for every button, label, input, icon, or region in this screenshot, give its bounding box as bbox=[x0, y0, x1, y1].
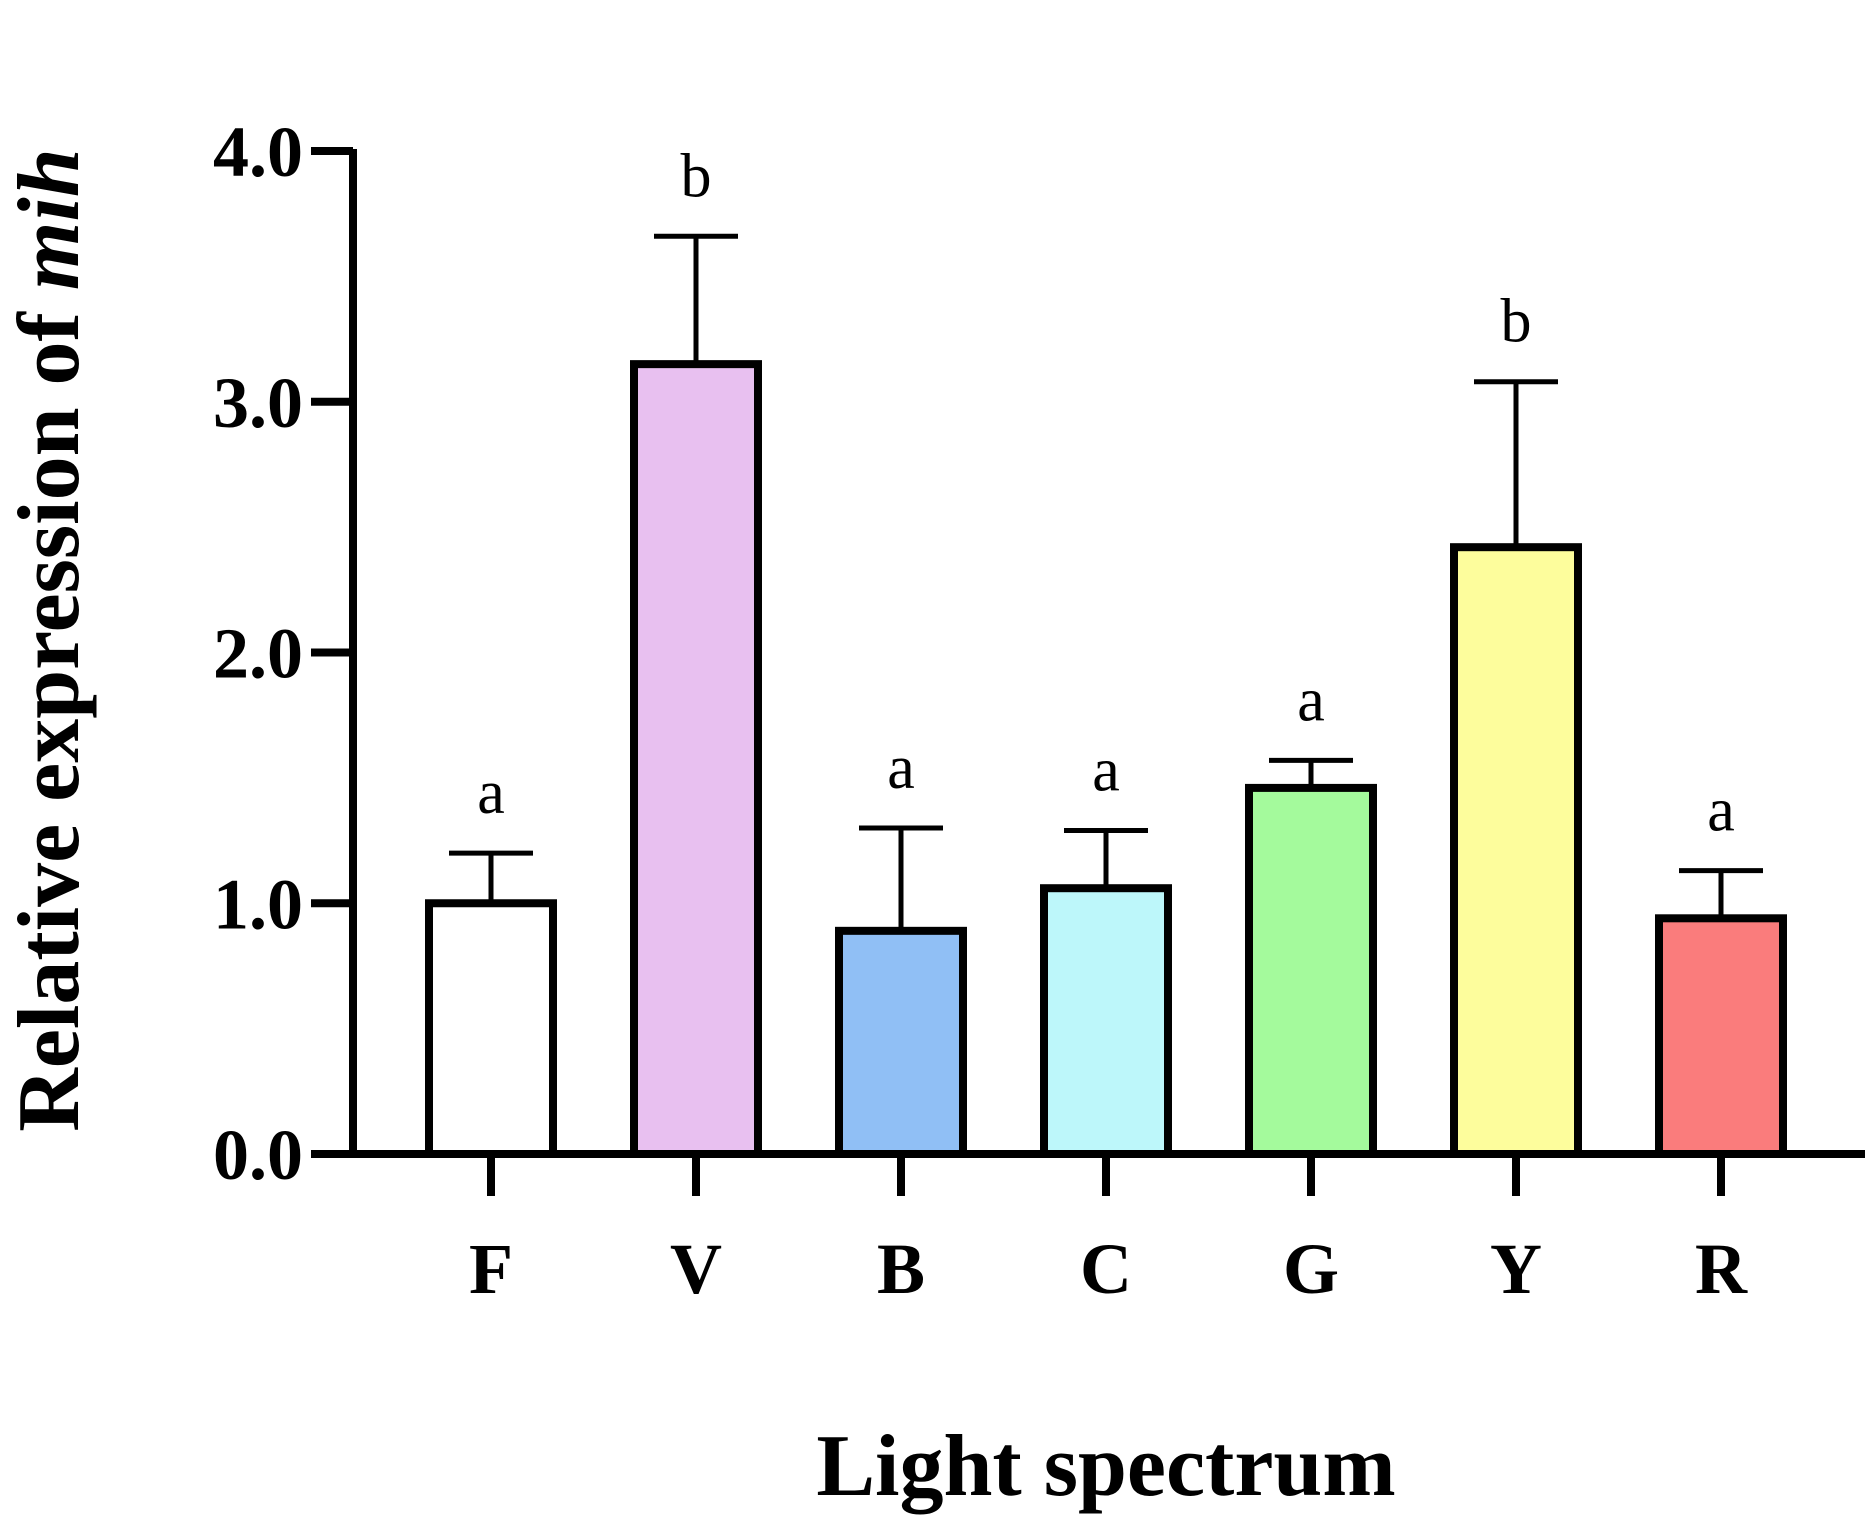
x-axis bbox=[349, 1150, 1865, 1196]
bar-f bbox=[425, 899, 557, 1158]
bar-c bbox=[1040, 884, 1172, 1159]
y-tick-label: 3.0 bbox=[213, 363, 303, 443]
y-axis-title: Relative expression of mih bbox=[1, 148, 98, 1131]
y-tick-label: 2.0 bbox=[213, 614, 303, 694]
bar-r bbox=[1655, 914, 1787, 1158]
x-tick-label: V bbox=[670, 1229, 722, 1309]
significance-letters: a b a a a b a bbox=[477, 142, 1735, 844]
y-axis: 0.0 1.0 2.0 3.0 4.0 bbox=[213, 112, 357, 1195]
x-tick-label: G bbox=[1283, 1229, 1339, 1309]
x-tick-label: C bbox=[1080, 1229, 1132, 1309]
y-tick-label: 0.0 bbox=[213, 1115, 303, 1195]
significance-letter: b bbox=[681, 142, 712, 210]
x-tick-label: B bbox=[877, 1229, 925, 1309]
x-axis-title: Light spectrum bbox=[816, 1418, 1395, 1515]
y-tick-label: 1.0 bbox=[213, 864, 303, 944]
significance-letter: a bbox=[1297, 666, 1325, 734]
x-tick-label: R bbox=[1695, 1229, 1748, 1309]
bar-b bbox=[835, 926, 967, 1159]
y-axis-title-prefix: Relative expression of bbox=[1, 290, 98, 1132]
significance-letter: a bbox=[1092, 737, 1120, 805]
y-tick-label: 4.0 bbox=[213, 112, 303, 192]
significance-letter: a bbox=[887, 734, 915, 802]
bar-y bbox=[1450, 543, 1582, 1158]
y-axis-title-gene: mih bbox=[1, 148, 98, 290]
x-tick-label: F bbox=[469, 1229, 513, 1309]
x-tick-label: Y bbox=[1490, 1229, 1542, 1309]
bars bbox=[425, 360, 1787, 1159]
significance-letter: b bbox=[1501, 288, 1532, 356]
bar-v bbox=[630, 360, 762, 1158]
significance-letter: a bbox=[1707, 777, 1735, 845]
bar-g bbox=[1245, 783, 1377, 1159]
significance-letter: a bbox=[477, 759, 505, 827]
error-bars bbox=[449, 233, 1763, 931]
